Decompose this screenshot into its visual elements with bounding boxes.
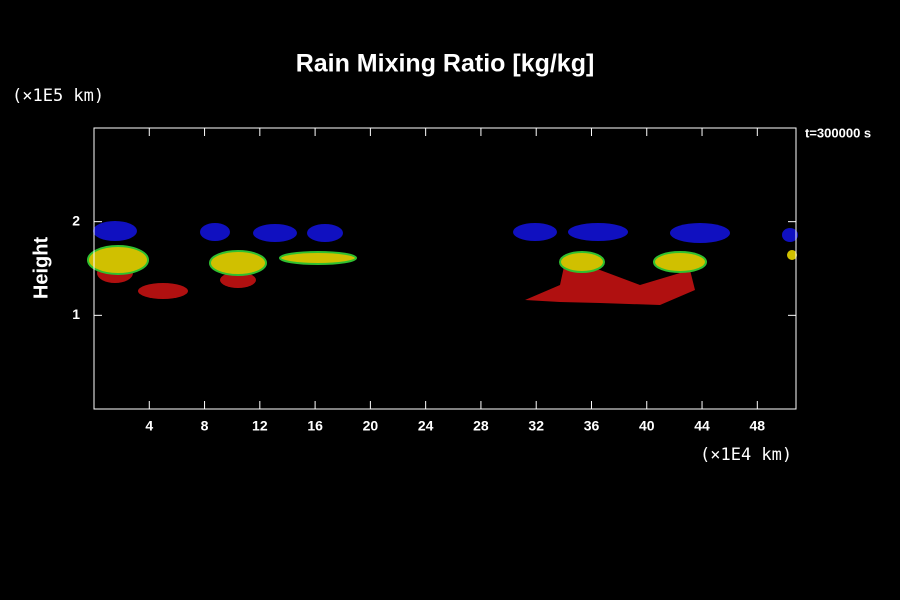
rain-region [87,245,149,275]
plot-frame [93,127,797,410]
rain-region [93,221,137,241]
y-axis-label: Height [30,237,52,300]
x-tick-label: 16 [307,418,323,434]
x-tick-label: 32 [528,418,544,434]
rain-regions [87,221,798,305]
rain-region [220,272,256,288]
rain-region [782,228,798,242]
rain-region [513,223,557,241]
y-unit: (×1E5 km) [12,86,104,106]
x-tick-label: 4 [145,418,153,434]
time-annotation: t=300000 s [805,125,871,140]
rain-region [559,251,605,273]
x-tick-label: 28 [473,418,489,434]
x-tick-label: 12 [252,418,268,434]
y-tick-label: 1 [72,306,80,322]
rain-region [653,251,707,273]
rain-region [200,223,230,241]
rain-region [209,250,267,276]
rain-region [279,251,357,265]
rain-region [670,223,730,243]
x-tick-label: 24 [418,418,434,434]
x-tick-label: 36 [584,418,600,434]
rain-region [253,224,297,242]
chart-title: Rain Mixing Ratio [kg/kg] [296,50,595,78]
rain-region [568,223,628,241]
x-unit: (×1E4 km) [700,445,792,465]
x-tick-label: 40 [639,418,655,434]
x-tick-label: 20 [363,418,379,434]
y-tick-label: 2 [72,212,80,228]
rain-region [787,250,797,260]
x-tick-label: 8 [201,418,209,434]
x-tick-label: 48 [750,418,766,434]
x-tick-label: 44 [694,418,710,434]
rain-region [138,283,188,299]
rain-region [307,224,343,242]
rain-region [525,262,695,305]
